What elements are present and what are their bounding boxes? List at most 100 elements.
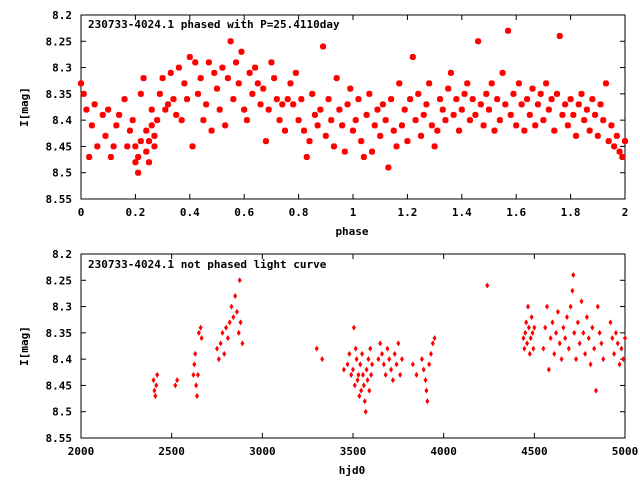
unphased-data-point <box>575 319 580 326</box>
phased-data-point <box>404 138 411 145</box>
unphased-data-point <box>370 361 375 368</box>
phased-data-point <box>483 90 490 97</box>
unphased-x-axis-label: hjd0 <box>339 464 366 477</box>
unphased-data-point <box>353 345 358 352</box>
unphased-data-point <box>356 371 361 378</box>
phased-data-point <box>437 96 444 103</box>
unphased-data-point <box>224 324 229 331</box>
unphased-data-point <box>366 356 371 363</box>
unphased-data-point <box>590 324 595 331</box>
phased-data-point <box>524 96 531 103</box>
phased-data-point <box>219 64 226 71</box>
unphased-data-point <box>234 308 239 315</box>
phased-data-point <box>534 101 541 108</box>
phased-data-point <box>532 122 539 129</box>
phased-data-point <box>211 69 218 76</box>
phased-data-point <box>358 138 365 145</box>
phased-data-point <box>548 96 555 103</box>
unphased-x-tick-label: 5000 <box>612 445 639 458</box>
unphased-data-point <box>532 324 537 331</box>
unphased-data-point <box>362 398 367 405</box>
unphased-data-point <box>216 356 221 363</box>
unphased-data-point <box>383 371 388 378</box>
unphased-data-point <box>192 361 197 368</box>
phased-data-point <box>385 164 392 171</box>
phased-x-tick-label: 1 <box>350 206 357 219</box>
phased-data-point <box>415 90 422 97</box>
unphased-data-point <box>584 314 589 321</box>
phased-data-point <box>268 59 275 66</box>
unphased-data-point <box>389 366 394 373</box>
unphased-data-point <box>615 340 620 347</box>
unphased-data-point <box>191 371 196 378</box>
phased-data-point <box>227 38 234 45</box>
phased-data-point <box>570 111 577 118</box>
phased-data-point <box>167 69 174 76</box>
unphased-data-point <box>555 308 560 315</box>
unphased-data-point <box>574 356 579 363</box>
phased-data-point <box>287 80 294 87</box>
phased-data-point <box>377 132 384 139</box>
phased-data-point <box>586 127 593 134</box>
phased-data-point <box>178 117 185 124</box>
unphased-data-point <box>541 345 546 352</box>
unphased-data-point <box>376 356 381 363</box>
phased-data-point <box>197 75 204 82</box>
unphased-data-point <box>424 387 429 394</box>
unphased-data-point <box>369 371 374 378</box>
phased-x-tick-label: 1.8 <box>561 206 581 219</box>
unphased-data-point <box>237 277 242 284</box>
phased-data-point <box>320 43 327 50</box>
unphased-data-point <box>522 345 527 352</box>
phased-data-point <box>154 117 161 124</box>
phased-data-point <box>475 38 482 45</box>
unphased-data-point <box>231 314 236 321</box>
phased-data-point <box>309 90 316 97</box>
unphased-data-point <box>392 350 397 357</box>
phased-data-point <box>418 132 424 139</box>
unphased-data-point <box>608 319 613 326</box>
phased-data-point <box>298 96 305 103</box>
phased-axis-ticks: 0 0.2 0.4 0.6 0.8 1 1.2 1.4 1.6 1.8 2 8.2 8.25 8.3 8.3… <box>46 9 629 219</box>
phased-data-point <box>91 101 98 108</box>
unphased-data-point <box>588 361 593 368</box>
unphased-y-tick-label: 8.4 <box>52 353 72 366</box>
phased-data-point <box>328 117 335 124</box>
phased-data-point <box>423 101 430 108</box>
unphased-data-point <box>240 340 245 347</box>
phased-data-point <box>466 117 473 124</box>
phased-data-point <box>94 143 101 150</box>
phased-data-point <box>284 96 291 103</box>
phased-data-point <box>543 80 550 87</box>
phased-data-point <box>249 90 256 97</box>
phased-data-point <box>486 106 492 113</box>
phased-data-point <box>325 96 332 103</box>
phased-data-point <box>382 117 389 124</box>
phased-data-point <box>461 90 468 97</box>
phased-data-point <box>243 117 250 124</box>
unphased-data-point <box>227 319 232 326</box>
phased-data-point <box>393 143 400 150</box>
unphased-y-axis-label: I[mag] <box>18 326 31 366</box>
phased-data-point <box>597 101 604 108</box>
phased-data-point <box>146 159 152 166</box>
phased-data-point <box>235 80 242 87</box>
phased-data-point <box>214 85 220 92</box>
phased-data-point <box>260 85 267 92</box>
unphased-data-point <box>364 366 369 373</box>
unphased-data-point <box>381 361 386 368</box>
unphased-data-point <box>619 345 624 352</box>
phased-data-point <box>355 96 362 103</box>
phased-data-point <box>148 122 155 129</box>
unphased-data-point <box>396 340 401 347</box>
unphased-data-point <box>320 356 325 363</box>
unphased-data-point <box>595 303 600 310</box>
phased-data-point <box>494 96 501 103</box>
phased-data-point <box>428 122 435 129</box>
unphased-data-point <box>341 366 346 373</box>
unphased-data-point <box>586 335 591 342</box>
unphased-data-point <box>421 366 426 373</box>
unphased-data-point <box>153 392 158 399</box>
unphased-data-point <box>577 340 582 347</box>
unphased-data-point <box>531 345 536 352</box>
